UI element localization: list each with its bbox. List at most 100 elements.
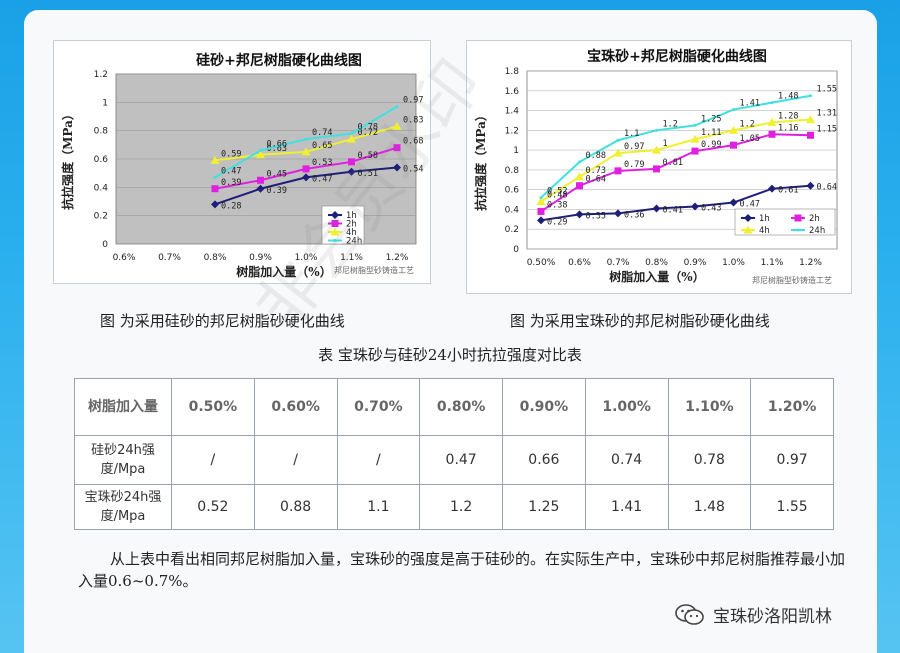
y-tick-label: 0.2 (505, 225, 519, 235)
brand-footer[interactable]: 宝珠砂洛阳凯林 (675, 602, 832, 627)
legend-label: 1h (759, 214, 770, 224)
data-point (744, 214, 752, 222)
data-point (330, 227, 340, 236)
data-point (729, 125, 738, 134)
data-point (729, 198, 738, 207)
strength-comparison-table: 树脂加入量 0.50% 0.60% 0.70% 0.80% 0.90% 1.00… (74, 378, 834, 530)
data-point (333, 239, 337, 242)
table-cell: 1.2 (419, 484, 503, 530)
data-label: 0.79 (624, 160, 644, 170)
data-point (743, 225, 753, 234)
header-cell: 树脂加入量 (74, 378, 172, 436)
x-tick-label: 0.8% (204, 253, 227, 263)
source-footer: 邦尼树脂型砂铸造工艺 (752, 275, 832, 285)
data-point (211, 200, 219, 209)
data-point (616, 138, 620, 142)
data-point (537, 216, 545, 225)
data-label: 0.64 (586, 175, 606, 185)
data-label: 0.51 (358, 169, 378, 179)
data-label: 0.88 (586, 151, 606, 161)
header-cell: 0.60% (253, 378, 338, 436)
data-point (575, 210, 584, 219)
ceramsite-chart-box: 宝珠砂+邦尼树脂硬化曲线图 0 0.2 0.4 0.6 0.8 1 1.2 1.4 1.6 1.8 0… (466, 40, 852, 294)
y-tick-label: 1.8 (505, 67, 520, 77)
header-cell: 0.80% (419, 378, 503, 436)
data-label: 0.83 (403, 115, 423, 125)
data-point (807, 131, 814, 139)
data-point (392, 121, 402, 130)
data-point (350, 132, 353, 135)
data-point (302, 165, 310, 173)
y-tick-label: 0.6 (505, 186, 520, 196)
silica-chart-box: 硅砂+邦尼树脂硬化曲线图 0 0.2 0.4 0.6 0.8 1 1.2 0.6% 0.7% 0.8… (53, 40, 431, 284)
table-cell: 0.97 (750, 435, 834, 485)
data-point (691, 147, 699, 155)
y-tick-label: 0.6 (94, 155, 109, 165)
legend-label: 2h (809, 214, 820, 224)
data-label: 0.99 (701, 140, 721, 150)
data-point (768, 130, 776, 138)
data-label: 1.25 (701, 114, 721, 124)
y-tick-label: 0 (102, 240, 108, 250)
right-chart-caption: 图 为采用宝珠砂的邦尼树脂砂硬化曲线 (510, 312, 770, 330)
data-point (613, 148, 623, 157)
x-tick-label: 1.1% (340, 253, 363, 263)
x-tick-label: 0.6% (113, 253, 136, 263)
data-label: 1.31 (817, 108, 837, 118)
data-point (256, 150, 265, 159)
header-cell: 1.20% (750, 378, 834, 436)
data-point (732, 108, 735, 112)
row-label: 硅砂24h强度/Mpa (74, 435, 172, 485)
table-row: 宝珠砂24h强度/Mpa 0.52 0.88 1.1 1.2 1.25 1.41… (74, 484, 834, 530)
y-axis-label: 抗拉强度（MPa） (473, 109, 488, 211)
data-point (257, 176, 264, 184)
data-label: 0.64 (817, 183, 837, 193)
series-line (540, 133, 811, 213)
data-label: 1.48 (778, 92, 798, 102)
data-point (576, 182, 583, 190)
chart-title: 宝珠砂+邦尼树脂硬化曲线图 (587, 48, 767, 65)
x-tick-label: 0.6% (568, 258, 591, 268)
data-label: 0.43 (701, 203, 721, 213)
data-point (331, 211, 339, 219)
data-point (539, 196, 543, 200)
y-tick-label: 0.8 (505, 166, 520, 176)
x-tick-label: 0.50% (527, 258, 556, 268)
data-point (767, 117, 777, 126)
data-point (347, 134, 356, 143)
data-point (393, 163, 401, 172)
y-tick-label: 0 (513, 245, 519, 255)
data-label: 0.97 (403, 96, 423, 106)
data-label: 0.63 (267, 144, 287, 154)
series-4h: 0.59 0.63 0.65 0.72 0.83 (210, 115, 423, 164)
data-point (655, 128, 658, 132)
data-label: 0.47 (312, 174, 332, 184)
data-label: 0.47 (740, 200, 760, 210)
wechat-icon (675, 603, 704, 625)
table-cell: 0.47 (419, 435, 503, 485)
series-line (540, 118, 811, 203)
silica-hardening-chart: 硅砂+邦尼树脂硬化曲线图 0 0.2 0.4 0.6 0.8 1 1.2 0.6% 0.7% 0.8… (60, 52, 423, 279)
y-tick-label: 0.2 (94, 212, 108, 222)
data-label: 0.45 (267, 169, 287, 179)
data-label: 0.74 (312, 128, 332, 138)
data-point (806, 114, 815, 123)
series-24h: 0.52 0.88 1.1 1.2 1.25 1.41 1.48 1.55 (539, 85, 837, 200)
data-label: 1.15 (817, 124, 837, 134)
data-point (796, 228, 800, 232)
data-point (730, 141, 737, 149)
data-label: 0.39 (267, 186, 287, 196)
brand-name: 宝珠砂洛阳凯林 (713, 607, 832, 627)
ceramsite-hardening-chart: 宝珠砂+邦尼树脂硬化曲线图00.20.40.60.811.21.41.61.80… (473, 48, 838, 285)
data-label: 1.1 (624, 129, 639, 139)
data-point (256, 184, 265, 193)
data-label: 0.81 (663, 158, 683, 168)
table-cell: 0.66 (502, 435, 586, 485)
conclusion-paragraph: 从上表中看出相同邦尼树脂加入量，宝珠砂的强度是高于硅砂的。在实际生产中，宝珠砂中… (78, 548, 848, 592)
y-tick-label: 1.2 (94, 70, 108, 80)
table-cell: 0.52 (171, 484, 255, 530)
data-label: 1.05 (740, 134, 760, 144)
source-footer: 邦尼树脂型砂铸造工艺 (334, 265, 414, 275)
